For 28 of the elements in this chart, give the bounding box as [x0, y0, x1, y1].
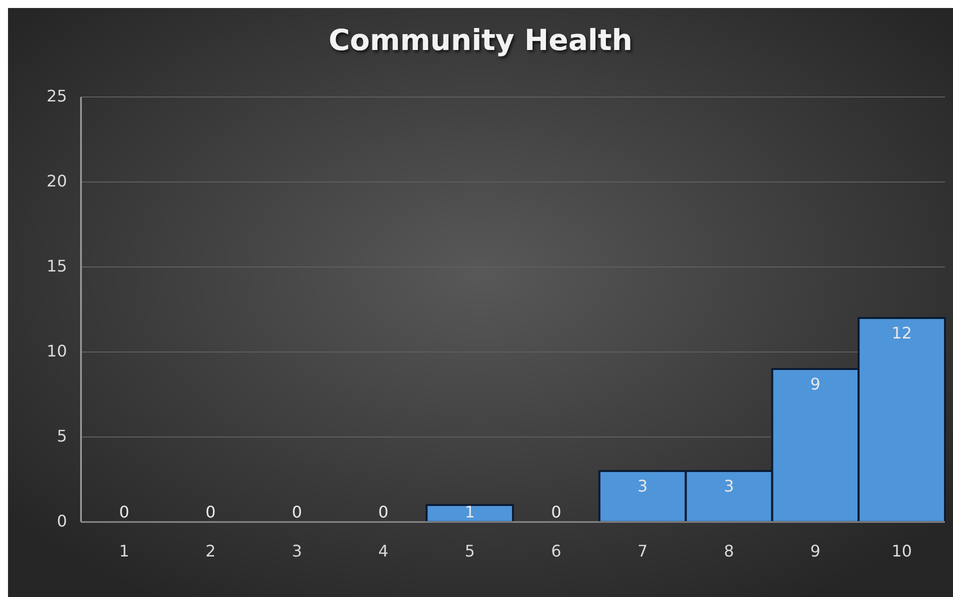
data-label: 0	[119, 502, 130, 522]
data-label: 3	[638, 476, 648, 496]
data-label: 0	[206, 502, 216, 522]
data-label: 12	[892, 323, 912, 342]
chart-title: Community Health	[328, 22, 632, 57]
x-tick-label: 9	[810, 541, 820, 560]
data-label: 9	[810, 374, 820, 394]
y-tick-label: 25	[46, 86, 67, 106]
x-tick-label: 2	[206, 541, 216, 560]
y-tick-label: 0	[56, 511, 67, 530]
x-tick-label: 8	[724, 541, 734, 560]
x-tick-label: 7	[638, 541, 648, 560]
y-tick-label: 10	[46, 341, 67, 360]
y-tick-label: 20	[46, 171, 67, 190]
data-label: 1	[464, 502, 475, 522]
x-tick-label: 10	[892, 541, 912, 560]
x-tick-label: 6	[551, 541, 562, 560]
x-tick-label: 5	[464, 541, 475, 560]
data-label: 3	[724, 476, 734, 496]
x-tick-label: 3	[292, 541, 302, 560]
data-label: 0	[551, 502, 562, 522]
data-label: 0	[378, 502, 388, 522]
x-tick-label: 1	[119, 541, 130, 560]
y-tick-label: 15	[46, 256, 67, 276]
bar	[426, 504, 514, 523]
y-tick-label: 5	[56, 426, 67, 446]
data-label: 0	[292, 502, 302, 522]
x-tick-label: 4	[378, 541, 388, 560]
